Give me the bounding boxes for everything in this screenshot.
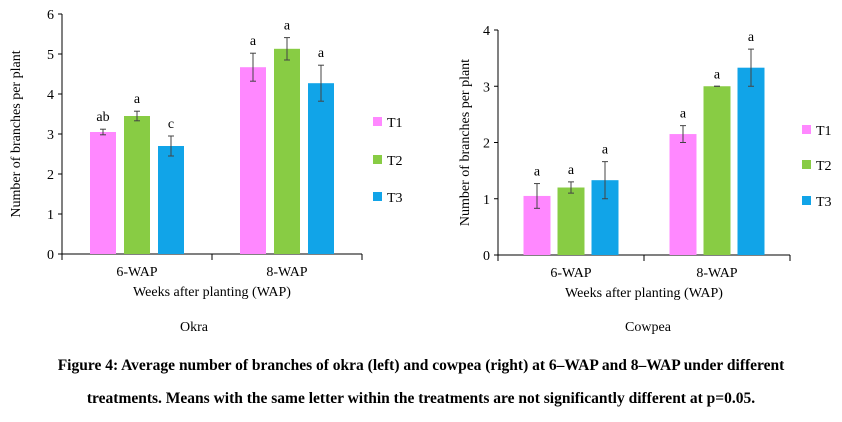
cowpea-y-axis-title: Number of branches per plant [458,59,473,226]
figure-caption-line-1: Figure 4: Average number of branches of … [57,357,785,374]
cowpea-significance-letter: a [680,107,687,122]
okra-x-axis-title: Weeks after planting (WAP) [133,285,291,300]
cowpea-legend-swatch-t1 [802,125,811,134]
okra-significance-letter: c [168,117,174,132]
cowpea-legend-swatch-t2 [802,160,811,169]
cowpea-significance-letter: a [714,67,721,82]
okra-y-tick-label: 5 [47,48,54,63]
cowpea-legend-swatch-t3 [802,196,811,205]
okra-legend-label-t3: T3 [387,191,403,206]
okra-y-tick-label: 2 [47,168,54,183]
okra-y-tick-label: 6 [47,8,54,23]
okra-significance-letter: a [134,92,141,107]
okra-legend-swatch-t2 [373,155,382,164]
cowpea-y-tick-label: 3 [483,80,490,95]
okra-legend-label-t2: T2 [387,154,403,169]
okra-bar-t1-8-wap [240,67,266,254]
cowpea-significance-letter: a [534,165,541,180]
figure-caption-line-2: treatments. Means with the same letter w… [86,390,756,407]
cowpea-x-tick-label: 8-WAP [696,266,737,281]
cowpea-bar-t2-6-wap [557,187,585,255]
okra-bar-t1-6-wap [90,132,116,254]
okra-bar-t2-6-wap [124,116,150,254]
cowpea-x-axis-title: Weeks after planting (WAP) [565,286,723,301]
cowpea-y-tick-label: 4 [483,24,490,39]
cowpea-bar-t2-8-wap [703,86,731,255]
cowpea-bar-t3-8-wap [737,67,765,255]
cowpea-legend-label-t1: T1 [816,124,832,139]
okra-bar-t2-8-wap [274,48,300,254]
okra-legend-label-t1: T1 [387,116,403,131]
okra-bar-t3-6-wap [158,146,184,254]
cowpea-y-tick-label: 2 [483,137,490,152]
okra-significance-letter: a [284,19,291,34]
cowpea-significance-letter: a [602,143,609,158]
okra-panel-title: Okra [180,320,209,335]
cowpea-significance-letter: a [568,163,575,178]
okra-y-tick-label: 1 [47,208,54,223]
okra-legend-swatch-t1 [373,117,382,126]
cowpea-x-tick-label: 6-WAP [550,266,591,281]
cowpea-y-tick-label: 0 [483,249,490,264]
okra-y-tick-label: 3 [47,128,54,143]
cowpea-legend-label-t3: T3 [816,195,832,210]
okra-significance-letter: a [318,46,325,61]
okra-x-tick-label: 8-WAP [266,265,307,280]
cowpea-significance-letter: a [748,30,755,45]
okra-significance-letter: a [250,34,257,49]
cowpea-panel-title: Cowpea [625,320,672,335]
cowpea-bar-t1-8-wap [669,134,697,255]
cowpea-legend-label-t2: T2 [816,159,832,174]
okra-legend-swatch-t3 [373,192,382,201]
okra-y-tick-label: 0 [47,248,54,263]
okra-x-tick-label: 6-WAP [116,265,157,280]
okra-y-tick-label: 4 [47,88,54,103]
okra-y-axis-title: Number of branches per plant [9,50,24,217]
cowpea-y-tick-label: 1 [483,193,490,208]
okra-bar-t3-8-wap [308,83,334,254]
okra-significance-letter: ab [96,110,109,125]
